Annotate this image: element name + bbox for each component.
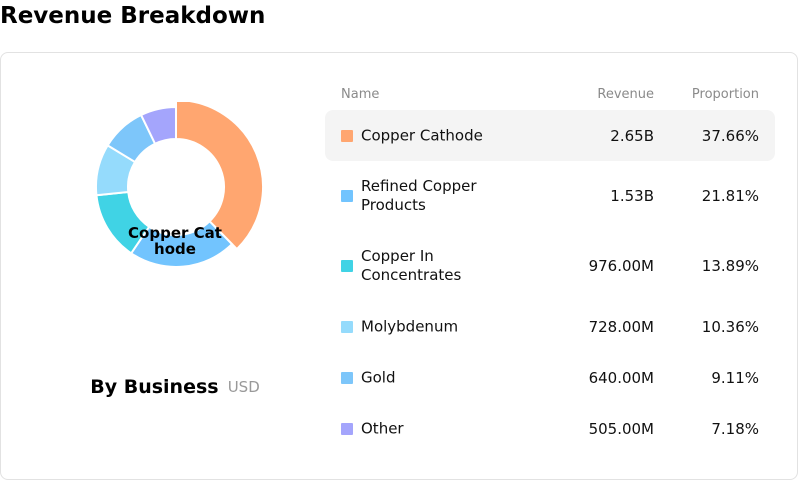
- legend-swatch: [341, 422, 353, 435]
- table-row[interactable]: Refined Copper Products 1.53B 21.81%: [325, 161, 775, 231]
- row-proportion: 37.66%: [701, 126, 759, 145]
- header-name: Name: [341, 87, 380, 102]
- header-proportion: Proportion: [691, 87, 759, 102]
- page-title: Revenue Breakdown: [0, 3, 266, 29]
- row-name: Copper Cathode: [361, 126, 483, 144]
- table-row[interactable]: Copper Cathode 2.65B 37.66%: [325, 110, 775, 161]
- legend-swatch: [341, 320, 353, 333]
- legend-swatch: [341, 190, 353, 202]
- row-revenue: 1.53B: [610, 187, 654, 205]
- row-name: Refined Copper Products: [361, 177, 477, 214]
- donut-slice-other[interactable]: [139, 105, 177, 146]
- row-proportion: 7.18%: [711, 419, 759, 438]
- donut-chart[interactable]: [94, 102, 264, 272]
- row-proportion: 9.11%: [711, 368, 759, 387]
- chart-caption-unit: USD: [227, 378, 260, 396]
- header-revenue: Revenue: [597, 87, 654, 102]
- table-row[interactable]: Other 505.00M 7.18%: [325, 403, 775, 454]
- table-row[interactable]: Molybdenum 728.00M 10.36%: [325, 301, 775, 352]
- row-name: Gold: [361, 368, 396, 386]
- revenue-table: Name Revenue Proportion Copper Cathode 2…: [325, 80, 775, 454]
- row-proportion: 21.81%: [701, 187, 759, 205]
- row-revenue: 976.00M: [588, 257, 654, 275]
- row-name: Molybdenum: [361, 317, 459, 335]
- row-revenue: 505.00M: [588, 419, 654, 438]
- chart-caption-title: By Business: [90, 376, 219, 398]
- row-name: Other: [361, 419, 404, 437]
- table-row[interactable]: Copper In Concentrates 976.00M 13.89%: [325, 231, 775, 301]
- row-revenue: 640.00M: [588, 368, 654, 387]
- table-header: Name Revenue Proportion: [325, 80, 775, 110]
- chart-caption: By Business USD: [0, 376, 350, 398]
- row-proportion: 10.36%: [701, 317, 759, 336]
- donut-slice-copper-cathode[interactable]: [175, 102, 264, 251]
- legend-swatch: [341, 371, 353, 384]
- row-name: Copper In Concentrates: [361, 247, 462, 284]
- legend-swatch: [341, 129, 353, 142]
- row-revenue: 728.00M: [588, 317, 654, 336]
- row-proportion: 13.89%: [701, 257, 759, 275]
- donut-center-label: Copper Cathode: [128, 224, 222, 258]
- legend-swatch: [341, 260, 353, 272]
- row-revenue: 2.65B: [610, 126, 654, 145]
- table-row[interactable]: Gold 640.00M 9.11%: [325, 352, 775, 403]
